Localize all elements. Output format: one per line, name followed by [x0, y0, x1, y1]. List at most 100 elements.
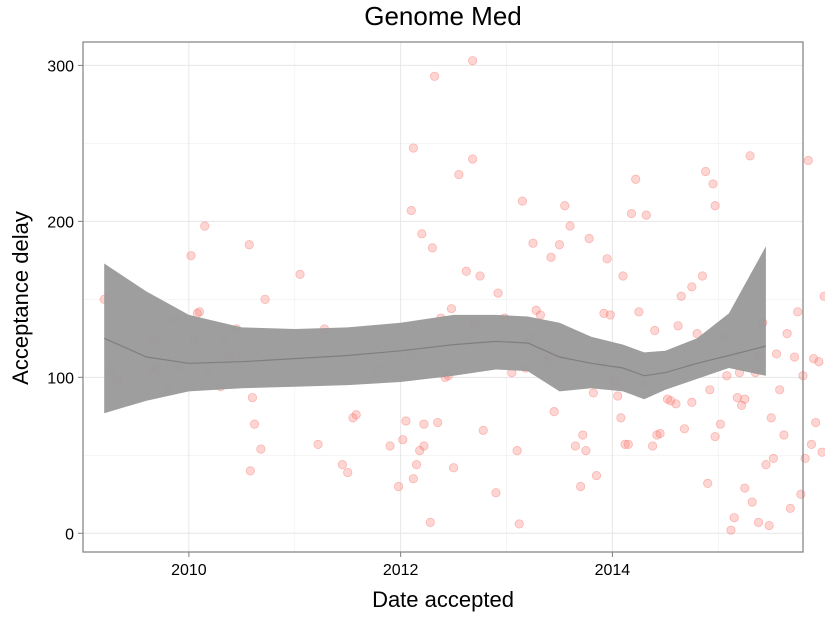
data-point: [249, 419, 260, 429]
data-point: [411, 460, 422, 470]
data-point: [732, 392, 742, 403]
data-point: [771, 349, 782, 359]
data-point: [535, 310, 546, 320]
y-tick-label: 0: [65, 526, 74, 543]
data-point: [531, 305, 541, 315]
data-point: [766, 413, 776, 423]
data-point: [785, 503, 795, 513]
data-point: [652, 430, 662, 440]
data-point: [565, 221, 575, 231]
data-point: [676, 291, 686, 301]
data-point: [736, 400, 747, 410]
data-point: [433, 417, 443, 428]
data-point: [419, 441, 429, 451]
data-point: [517, 196, 528, 206]
data-point: [408, 143, 418, 153]
data-point: [602, 254, 612, 264]
chart-title: Genome Med: [364, 1, 522, 31]
data-point: [546, 252, 556, 262]
plot-area: [83, 42, 825, 552]
data-point: [478, 425, 488, 435]
data-point: [454, 169, 464, 180]
y-tick-label: 100: [47, 370, 74, 387]
data-point: [623, 439, 633, 449]
data-point: [705, 385, 715, 395]
data-point: [729, 513, 739, 523]
data-point: [687, 397, 697, 407]
data-point: [461, 266, 471, 276]
data-point: [620, 439, 630, 449]
data-point: [295, 269, 305, 279]
data-point: [244, 240, 254, 250]
data-point: [710, 431, 720, 442]
data-point: [745, 151, 755, 161]
data-point: [256, 444, 266, 454]
data-point: [764, 520, 774, 531]
data-point: [662, 394, 673, 404]
data-point: [570, 441, 580, 451]
data-point: [351, 410, 361, 420]
data-point: [581, 446, 591, 456]
data-point: [468, 56, 478, 66]
data-point: [671, 399, 681, 409]
data-point: [514, 519, 524, 529]
data-point: [616, 413, 626, 423]
data-point: [613, 391, 623, 401]
y-tick-label: 300: [47, 58, 74, 75]
axes: 2010 2012 2014 0 100 200 300: [47, 41, 804, 579]
data-point: [793, 307, 803, 317]
data-point: [401, 416, 411, 426]
data-point: [429, 71, 440, 81]
data-point: [245, 466, 255, 476]
data-point: [313, 439, 323, 449]
data-point: [549, 407, 559, 417]
data-point: [655, 428, 665, 439]
data-point: [722, 371, 732, 381]
data-point: [475, 271, 485, 281]
data-point: [186, 251, 196, 261]
data-point: [753, 517, 764, 527]
data-point: [817, 447, 825, 457]
data-point: [343, 467, 353, 478]
data-point: [697, 271, 708, 281]
data-point: [796, 489, 806, 499]
data-point: [634, 307, 644, 317]
smooth-line: [103, 337, 767, 377]
data-point: [406, 205, 416, 216]
data-point: [789, 352, 800, 362]
data-point: [641, 210, 651, 220]
confidence-band: [104, 246, 766, 414]
data-point: [393, 481, 404, 492]
data-point: [740, 394, 750, 404]
x-tick-label: 2014: [595, 562, 631, 579]
data-point: [348, 413, 358, 423]
data-point: [811, 417, 821, 428]
data-point: [560, 201, 570, 211]
data-point: [584, 233, 594, 244]
data-point: [468, 154, 478, 164]
data-point: [800, 453, 810, 464]
data-point: [415, 446, 425, 456]
data-point: [512, 446, 522, 456]
plot-background: [83, 42, 803, 552]
data-point: [618, 271, 628, 281]
data-point: [626, 208, 637, 219]
y-tick-label: 200: [47, 214, 74, 231]
data-point: [337, 460, 348, 470]
data-point: [808, 354, 819, 364]
data-point: [576, 481, 586, 492]
data-point: [425, 517, 435, 527]
data-point: [554, 240, 565, 250]
data-point: [427, 243, 438, 253]
data-point: [591, 470, 602, 481]
data-point: [398, 435, 408, 445]
data-point: [761, 460, 771, 470]
data-point: [715, 419, 726, 429]
data-point: [631, 174, 641, 184]
data-point: [588, 388, 598, 398]
data-point: [247, 392, 258, 403]
data-point: [710, 201, 720, 211]
data-point: [194, 307, 205, 317]
y-axis-title: Acceptance delay: [8, 211, 33, 385]
